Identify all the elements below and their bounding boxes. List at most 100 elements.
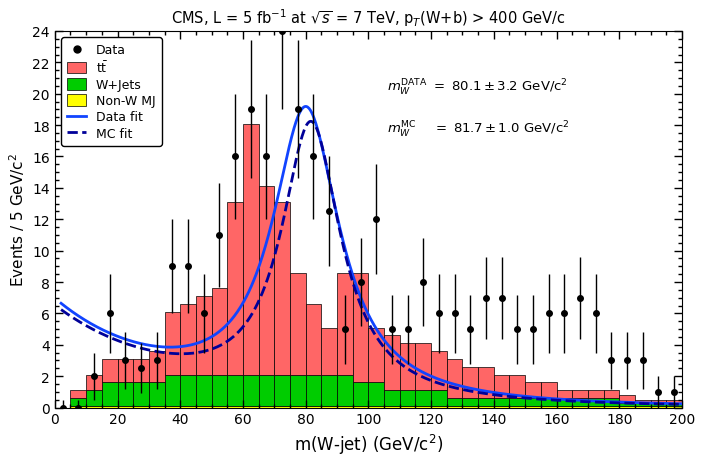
Bar [588,390,604,398]
Bar [494,375,510,398]
Bar [541,406,557,407]
Bar [478,398,494,406]
Bar [446,406,463,407]
Bar [180,304,196,375]
Bar [322,328,337,375]
Bar [431,351,446,390]
Bar [369,382,384,406]
Bar [494,398,510,406]
Bar [86,390,102,406]
Bar [619,406,635,407]
Bar [352,273,369,382]
Bar [510,406,525,407]
Bar [243,375,258,406]
Bar [431,406,446,407]
Bar [86,406,102,407]
Bar [384,336,399,390]
Y-axis label: Events / 5 GeV/c$^{2}$: Events / 5 GeV/c$^{2}$ [7,153,27,287]
Legend: Data, t$\bar{\rm t}$, W+Jets, Non-W MJ, Data fit, MC fit: Data, t$\bar{\rm t}$, W+Jets, Non-W MJ, … [61,38,162,147]
Bar [352,382,369,406]
Bar [274,406,290,407]
Bar [604,390,619,398]
Bar [399,344,416,390]
Text: $m_{W}^{\rm DATA}$$\ =\ 80.1\pm3.2\ \mathrm{GeV/c}^2$: $m_{W}^{\rm DATA}$$\ =\ 80.1\pm3.2\ \mat… [388,78,568,98]
Bar [305,406,322,407]
Bar [572,390,588,398]
Bar [588,406,604,407]
Bar [416,390,431,406]
Bar [651,406,666,407]
Bar [369,406,384,407]
Bar [305,375,322,406]
Bar [399,406,416,407]
Bar [133,359,149,382]
Bar [164,312,180,375]
Bar [117,406,133,407]
Bar [243,124,258,375]
Bar [337,375,352,406]
Bar [478,406,494,407]
Bar [149,351,164,382]
Bar [133,382,149,406]
Bar [243,406,258,407]
Bar [557,406,572,407]
Bar [102,406,117,407]
Bar [322,375,337,406]
Bar [227,406,243,407]
Title: CMS, L = 5 fb$^{-1}$ at $\sqrt{s}$ = 7 TeV, p$_{T}$(W+b) > 400 GeV/c: CMS, L = 5 fb$^{-1}$ at $\sqrt{s}$ = 7 T… [171,7,566,29]
Bar [322,406,337,407]
Bar [384,390,399,406]
Bar [446,359,463,398]
Text: $m_{W}^{\rm MC}\ \ \ $$\ =\ 81.7\pm1.0\ \mathrm{GeV/c}^2$: $m_{W}^{\rm MC}\ \ \ $$\ =\ 81.7\pm1.0\ … [388,119,569,139]
Bar [541,382,557,398]
Bar [635,403,651,406]
Bar [604,398,619,406]
Bar [290,375,305,406]
Bar [133,406,149,407]
Bar [651,403,666,406]
Bar [494,406,510,407]
Bar [258,187,274,375]
Bar [446,398,463,406]
Bar [180,406,196,407]
Bar [525,406,541,407]
Bar [258,375,274,406]
Bar [211,406,227,407]
Bar [510,398,525,406]
Bar [635,400,651,403]
Bar [290,406,305,407]
Bar [541,398,557,406]
Bar [117,382,133,406]
Bar [274,202,290,375]
Bar [463,398,478,406]
Bar [666,403,682,406]
Bar [572,398,588,406]
Bar [557,390,572,398]
Bar [463,367,478,398]
Bar [416,344,431,390]
Bar [86,375,102,390]
Bar [70,398,86,406]
Bar [337,273,352,375]
Bar [102,359,117,382]
Bar [369,328,384,382]
Bar [274,375,290,406]
Bar [619,395,635,403]
Bar [588,398,604,406]
Bar [258,406,274,407]
Bar [290,273,305,375]
Bar [384,406,399,407]
Bar [211,288,227,375]
Bar [227,202,243,375]
Bar [196,375,211,406]
Bar [305,304,322,375]
Bar [196,406,211,407]
Bar [510,375,525,398]
Bar [619,403,635,406]
Bar [416,406,431,407]
Bar [399,390,416,406]
Bar [525,382,541,398]
Bar [227,375,243,406]
X-axis label: m(W-jet) (GeV/c$^{2}$): m(W-jet) (GeV/c$^{2}$) [294,432,443,456]
Bar [352,406,369,407]
